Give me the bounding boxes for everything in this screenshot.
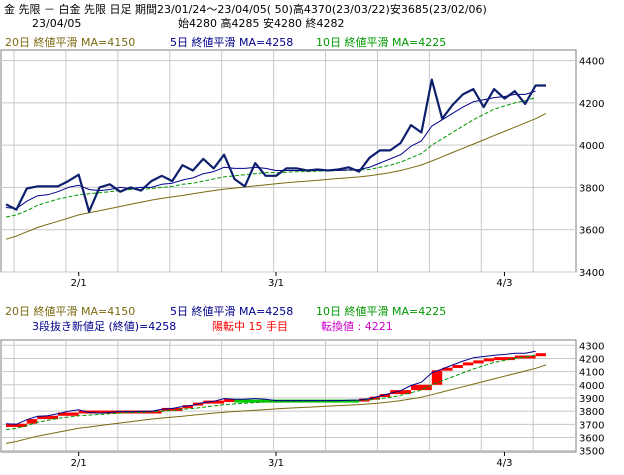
top-ytick-label: 4400 <box>579 57 604 68</box>
bottom-xtick-label: 2/1 <box>71 458 87 469</box>
bottom-ytick-label: 4100 <box>579 368 604 379</box>
top-ytick-label: 3600 <box>579 226 604 237</box>
break-block-up <box>37 415 58 420</box>
break-block-up <box>224 399 235 402</box>
break-block-up <box>390 390 411 395</box>
break-block-up <box>411 384 432 391</box>
break-block-up <box>514 355 536 359</box>
top-xtick-label: 4/3 <box>496 278 512 289</box>
top-series-ma20 <box>5 112 547 240</box>
top-ytick-label: 3800 <box>579 183 604 194</box>
bottom-ytick-label: 4000 <box>579 381 604 392</box>
three-step-label: 3段抜き新値足 (終値)=4258 <box>32 319 176 333</box>
bottom-xtick-label: 3/1 <box>268 458 284 469</box>
bottom-frame <box>0 339 577 453</box>
bottom-series-ma10 <box>5 354 536 431</box>
chart-header-title: 金 先限 － 白金 先限 日足 期間23/01/24～23/04/05( 50)… <box>4 2 487 16</box>
bottom-series-ma20 <box>5 364 547 444</box>
break-block-up <box>203 400 225 404</box>
bottom-legend-ma20: 20日 終値平滑 MA=4150 <box>5 304 135 318</box>
top-frame <box>0 49 577 273</box>
bottom-ytick-label: 3700 <box>579 420 604 431</box>
top-series-ma10 <box>5 97 536 218</box>
top-ytick-label: 3400 <box>579 268 604 279</box>
top-ytick-label: 4000 <box>579 141 604 152</box>
break-block-up <box>369 396 380 400</box>
break-block-up <box>431 370 443 385</box>
top-ytick-label: 4200 <box>579 99 604 110</box>
break-block-up <box>452 365 463 368</box>
bottom-series-ma5 <box>5 350 536 425</box>
break-block-up <box>494 357 515 361</box>
turn-value: 転換値 : 4221 <box>321 320 393 333</box>
top-series-ma5 <box>5 90 536 210</box>
break-block-up <box>6 423 27 427</box>
break-block-up <box>462 362 474 366</box>
top-series-close <box>5 78 546 213</box>
break-block-up <box>379 394 391 397</box>
bottom-ytick-label: 3500 <box>579 447 604 458</box>
bottom-ytick-label: 3800 <box>579 407 604 418</box>
break-block-up <box>442 367 453 371</box>
break-block-up <box>161 407 183 411</box>
bottom-legend-ma10: 10日 終値平滑 MA=4225 <box>316 304 446 318</box>
top-legend-ma10: 10日 終値平滑 MA=4225 <box>316 35 446 49</box>
top-price-panel: 3400 3600 3800 4000 4200 4400 2/1 3/1 4/3 <box>0 49 604 289</box>
bottom-ytick-label: 3900 <box>579 394 604 405</box>
bottom-legend-ma5: 5日 終値平滑 MA=4258 <box>170 304 293 318</box>
break-block-up <box>473 360 484 364</box>
top-legend-ma20: 20日 終値平滑 MA=4150 <box>5 35 135 49</box>
break-block-up <box>483 358 495 362</box>
bottom-break-panel: 3500 3600 3700 3800 3900 4000 4100 4200 4300 2/1 3… <box>0 339 604 469</box>
bottom-xtick-label: 4/3 <box>496 458 512 469</box>
break-block-up <box>26 419 38 424</box>
turn-status: 陽転中 15 手目 <box>212 319 288 333</box>
break-block-up <box>535 353 546 357</box>
break-block-up <box>57 412 79 416</box>
bottom-ytick-label: 3600 <box>579 434 604 445</box>
chart-header-ohlc: 始4280 高4285 安4280 終4282 <box>178 16 344 30</box>
bottom-ytick-label: 4200 <box>579 354 604 365</box>
top-xtick-label: 2/1 <box>71 278 87 289</box>
bottom-ytick-label: 4300 <box>579 341 604 352</box>
top-legend-ma5: 5日 終値平滑 MA=4258 <box>170 35 293 49</box>
break-block-up <box>78 410 162 414</box>
top-xtick-label: 3/1 <box>268 278 284 289</box>
chart-header-date: 23/04/05 <box>32 17 81 30</box>
break-block-up <box>182 405 193 409</box>
